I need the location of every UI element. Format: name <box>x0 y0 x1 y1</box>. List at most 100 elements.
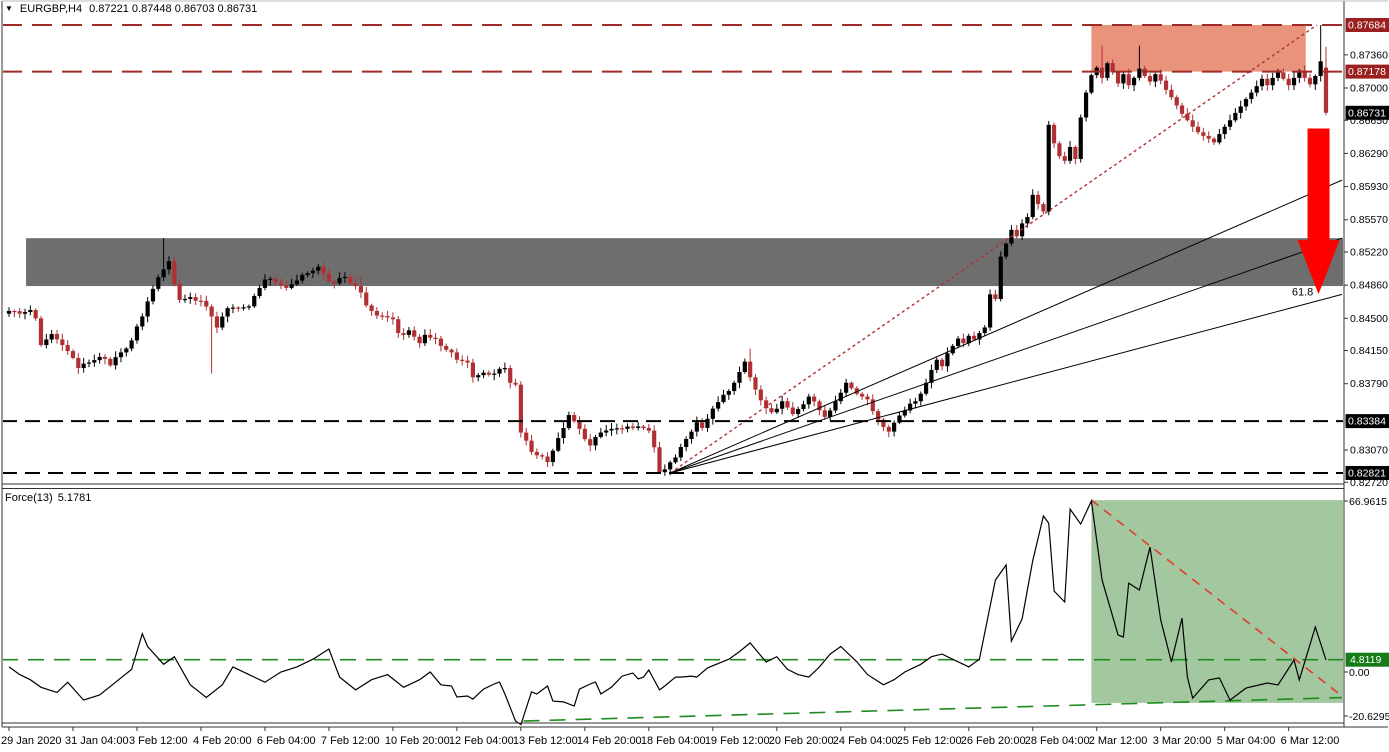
fan-trendline[interactable] <box>669 179 1343 474</box>
candle-body <box>241 307 246 309</box>
candle-body <box>6 310 12 314</box>
candle <box>406 327 411 338</box>
dotted-trendline[interactable] <box>669 24 1318 474</box>
candle-body <box>65 345 70 352</box>
candle <box>1121 72 1126 89</box>
candle <box>262 273 268 291</box>
candle <box>193 293 198 305</box>
candle <box>6 307 12 317</box>
candle-body <box>652 430 657 448</box>
candle <box>161 238 166 282</box>
candle <box>108 356 113 367</box>
candle-body <box>1323 67 1329 113</box>
candle-body <box>550 450 555 463</box>
candle <box>289 278 294 290</box>
candle-body <box>908 403 913 411</box>
force-level-badge-label: 4.8119 <box>1350 654 1381 666</box>
candle-body <box>1275 72 1281 78</box>
force-tick-label: 66.9615 <box>1349 496 1387 508</box>
candle <box>790 402 795 417</box>
candle-body <box>582 428 587 440</box>
candle-body <box>470 362 475 378</box>
candle-body <box>753 377 758 390</box>
candle <box>758 385 763 406</box>
candle-body <box>971 335 977 340</box>
candle <box>822 405 827 420</box>
candle-body <box>1201 132 1206 136</box>
candle <box>828 407 833 421</box>
chart-title-bar: ▼ EURGBP,H4 0.87221 0.87448 0.86703 0.86… <box>5 3 257 15</box>
candle <box>513 378 518 387</box>
candle-body <box>1163 80 1169 90</box>
fan-trendline[interactable] <box>670 293 1343 474</box>
candle <box>502 362 507 373</box>
candle-body <box>289 284 294 288</box>
candle-body <box>769 408 774 413</box>
candle-body <box>182 298 188 301</box>
time-tick-label: 6 Mar 12:00 <box>1281 735 1340 747</box>
candle-body <box>294 280 300 285</box>
candle <box>881 417 886 432</box>
candle-body <box>609 428 614 431</box>
candle-body <box>1073 146 1078 159</box>
candle <box>86 359 92 368</box>
candle-body <box>417 336 422 344</box>
fan-trendline[interactable] <box>670 237 1343 474</box>
candle <box>1115 70 1121 88</box>
candle <box>454 348 459 364</box>
fib-level-label: 61.8 <box>1292 287 1313 299</box>
candle-body <box>1259 78 1265 87</box>
supply-zone[interactable] <box>1091 25 1306 72</box>
candle <box>1014 224 1019 239</box>
candle <box>838 389 843 405</box>
force-tick-label: -20.6295 <box>1349 711 1389 723</box>
candle <box>81 357 86 373</box>
candle <box>70 349 76 360</box>
candle-body <box>540 455 545 457</box>
candle-body <box>854 388 859 394</box>
indicator-label: Force(13) 5.1781 <box>5 492 96 504</box>
candle <box>342 272 348 284</box>
candle <box>230 304 236 314</box>
candle <box>1137 45 1142 81</box>
force-red-trendline[interactable] <box>1090 499 1343 697</box>
down-arrow[interactable] <box>1297 128 1340 295</box>
candle <box>49 329 54 344</box>
candle-body <box>892 422 897 432</box>
candle <box>1243 97 1249 111</box>
candle-body <box>310 270 316 274</box>
candle <box>1211 136 1217 145</box>
candle-body <box>828 410 833 417</box>
candle-body <box>390 317 396 320</box>
candle <box>209 304 214 374</box>
gray-range-zone[interactable] <box>26 238 1344 287</box>
candle-body <box>625 426 630 429</box>
candle-body <box>646 427 651 431</box>
candle <box>1030 189 1035 220</box>
candle-body <box>598 432 603 437</box>
candle-body <box>156 277 161 289</box>
candle <box>177 278 182 304</box>
candle-body <box>70 351 76 358</box>
candle-body <box>1222 126 1227 135</box>
candle-body <box>1083 92 1089 118</box>
symbol-dropdown-icon[interactable]: ▼ <box>5 4 13 13</box>
force-green-zone[interactable] <box>1091 500 1343 703</box>
candle <box>1131 76 1137 92</box>
candle-body <box>326 273 332 282</box>
candle <box>204 295 209 311</box>
candle-body <box>1153 74 1158 82</box>
candle-body <box>497 368 502 374</box>
candle <box>332 279 337 289</box>
candle-body <box>982 327 987 334</box>
force-green-trendline[interactable] <box>523 696 1343 722</box>
candle <box>60 333 65 351</box>
candle-body <box>1190 120 1195 127</box>
candle <box>1163 75 1169 95</box>
candle <box>1153 72 1158 88</box>
price-tick-label: 0.83070 <box>1350 445 1388 457</box>
candle-body <box>145 301 150 317</box>
candle <box>182 294 188 303</box>
candle-body <box>668 462 673 470</box>
